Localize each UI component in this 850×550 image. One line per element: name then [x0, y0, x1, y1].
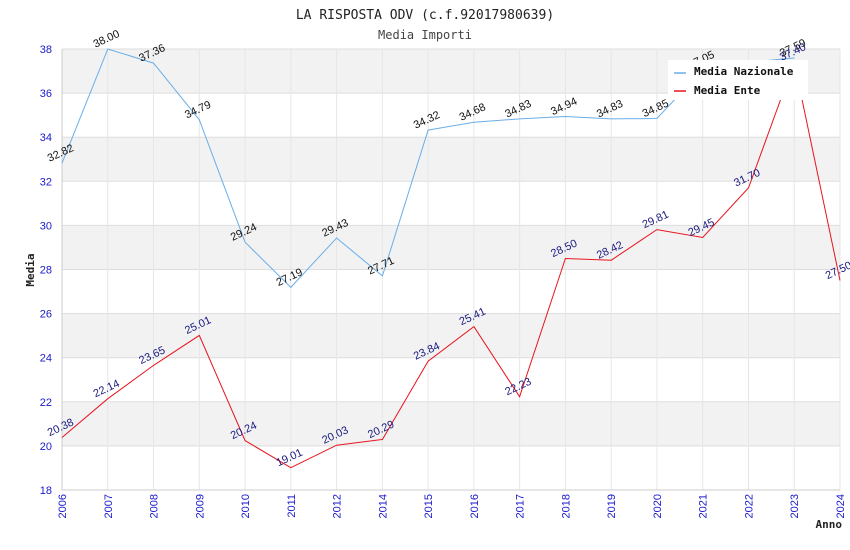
y-tick-label: 36 [40, 88, 52, 100]
y-tick-label: 28 [40, 265, 52, 277]
y-tick-label: 38 [40, 44, 52, 56]
data-label: 34.83 [595, 98, 625, 121]
x-tick-label: 2007 [103, 494, 115, 518]
y-tick-label: 22 [40, 397, 52, 409]
y-tick-label: 30 [40, 220, 52, 232]
data-label: 38.00 [92, 28, 122, 51]
y-tick-label: 32 [40, 176, 52, 188]
y-tick-label: 20 [40, 441, 52, 453]
x-tick-label: 2016 [469, 494, 481, 518]
data-label: 19.01 [275, 447, 305, 470]
series-line-nazionale [61, 48, 795, 289]
plot-bands [62, 49, 840, 446]
legend-label-nazionale: Media Nazionale [694, 65, 794, 78]
data-label: 34.94 [549, 96, 579, 119]
x-axis-label: Anno [816, 518, 843, 531]
series-lines [61, 48, 841, 469]
x-tick-label: 2021 [698, 494, 710, 518]
x-tick-labels: 2006 2007 2008 2009 2010 2011 2012 2014 2015 2016… [57, 494, 847, 518]
grid-lines [61, 48, 841, 491]
x-tick-label: 2011 [286, 494, 298, 518]
y-axis-label: Media [24, 253, 37, 286]
x-tick-label: 2023 [789, 494, 801, 518]
plot-band [62, 137, 840, 182]
chart-subtitle: Media Importi [378, 28, 472, 42]
legend-label-ente: Media Ente [694, 84, 761, 97]
data-label: 34.68 [458, 101, 488, 124]
y-tick-label: 34 [40, 132, 52, 144]
y-tick-labels: 18 20 22 24 26 28 30 32 34 36 38 [40, 44, 52, 497]
x-tick-label: 2020 [652, 494, 664, 518]
x-tick-label: 2006 [57, 494, 69, 518]
x-tick-label: 2024 [835, 494, 847, 518]
legend: Media Nazionale Media Ente [668, 60, 808, 100]
x-tick-label: 2017 [515, 494, 527, 518]
y-tick-label: 24 [40, 353, 52, 365]
data-label: 34.85 [641, 98, 671, 121]
axes [61, 49, 840, 491]
x-tick-label: 2014 [377, 494, 389, 518]
x-tick-label: 2022 [743, 494, 755, 518]
x-tick-label: 2009 [194, 494, 206, 518]
x-tick-label: 2012 [332, 494, 344, 518]
y-tick-label: 26 [40, 309, 52, 321]
legend-box [668, 60, 808, 100]
x-tick-label: 2019 [606, 494, 618, 518]
y-tick-label: 18 [40, 485, 52, 497]
x-tick-label: 2018 [560, 494, 572, 518]
x-tick-label: 2015 [423, 494, 435, 518]
plot-band [62, 225, 840, 270]
x-tick-label: 2010 [240, 494, 252, 518]
plot-band [62, 401, 840, 446]
plot-band [62, 313, 840, 358]
chart-title: LA RISPOSTA ODV (c.f.92017980639) [296, 8, 554, 23]
data-label: 22.14 [92, 378, 122, 401]
data-label: 34.83 [503, 98, 533, 121]
series-line-ente [61, 60, 841, 469]
x-tick-label: 2008 [149, 494, 161, 518]
